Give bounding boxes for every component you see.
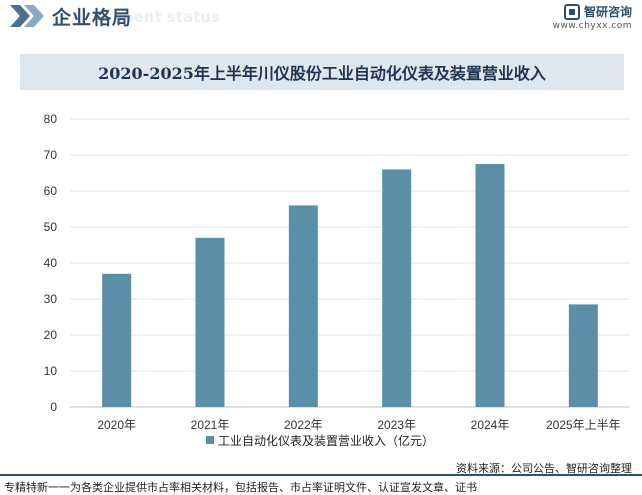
x-tick-label: 2020年 (97, 418, 136, 432)
header-ghost-text: ment status (118, 8, 220, 26)
bar-chart: 0 10 20 30 40 50 60 70 80 2020年 2021年 2022年 2023年 202… (44, 112, 630, 448)
x-tick-label: 2022年 (284, 418, 323, 432)
x-tick-label: 2023年 (377, 418, 416, 432)
y-tick-label: 70 (44, 148, 58, 162)
bar (382, 169, 412, 407)
y-tick-label: 40 (44, 256, 58, 270)
y-tick-label: 50 (44, 220, 58, 234)
bar (568, 304, 598, 407)
brand-logo: 智研咨询 www.chyxx.com (553, 3, 632, 31)
chart-title: 2020-2025年上半年川仪股份工业自动化仪表及装置营业收入 (98, 64, 546, 83)
x-tick-label: 2021年 (191, 418, 230, 432)
y-tick-label: 30 (44, 292, 58, 306)
y-tick-label: 80 (44, 112, 58, 126)
y-tick-label: 20 (44, 328, 58, 342)
bar (102, 273, 132, 407)
brand-logo-icon (563, 3, 580, 20)
chart-title-band: 2020-2025年上半年川仪股份工业自动化仪表及装置营业收入 (20, 54, 624, 90)
header: ment status 企业格局 智研咨询 www.chyxx.com (0, 0, 642, 32)
bar (475, 164, 505, 407)
double-chevron-icon (10, 5, 44, 27)
y-tick-label: 60 (44, 184, 58, 198)
x-tick-label: 2025年上半年 (546, 418, 621, 432)
footer-divider (0, 474, 642, 476)
bar (195, 237, 225, 407)
y-tick-label: 0 (50, 400, 57, 414)
y-tick-label: 10 (44, 364, 58, 378)
brand-url: www.chyxx.com (552, 21, 632, 31)
brand-name: 智研咨询 (583, 5, 632, 19)
bar (288, 205, 318, 407)
footer-text: 专精特新一一为各类企业提供市占率相关材料，包括报告、市占率证明文件、认证宣发文章… (4, 481, 477, 494)
legend-swatch (206, 436, 214, 444)
section-title: 企业格局 (52, 7, 133, 29)
source-note: 资料来源：公司公告、智研咨询整理 (456, 462, 632, 475)
x-tick-label: 2024年 (471, 418, 510, 432)
legend-label: 工业自动化仪表及装置营业收入（亿元） (218, 433, 434, 448)
